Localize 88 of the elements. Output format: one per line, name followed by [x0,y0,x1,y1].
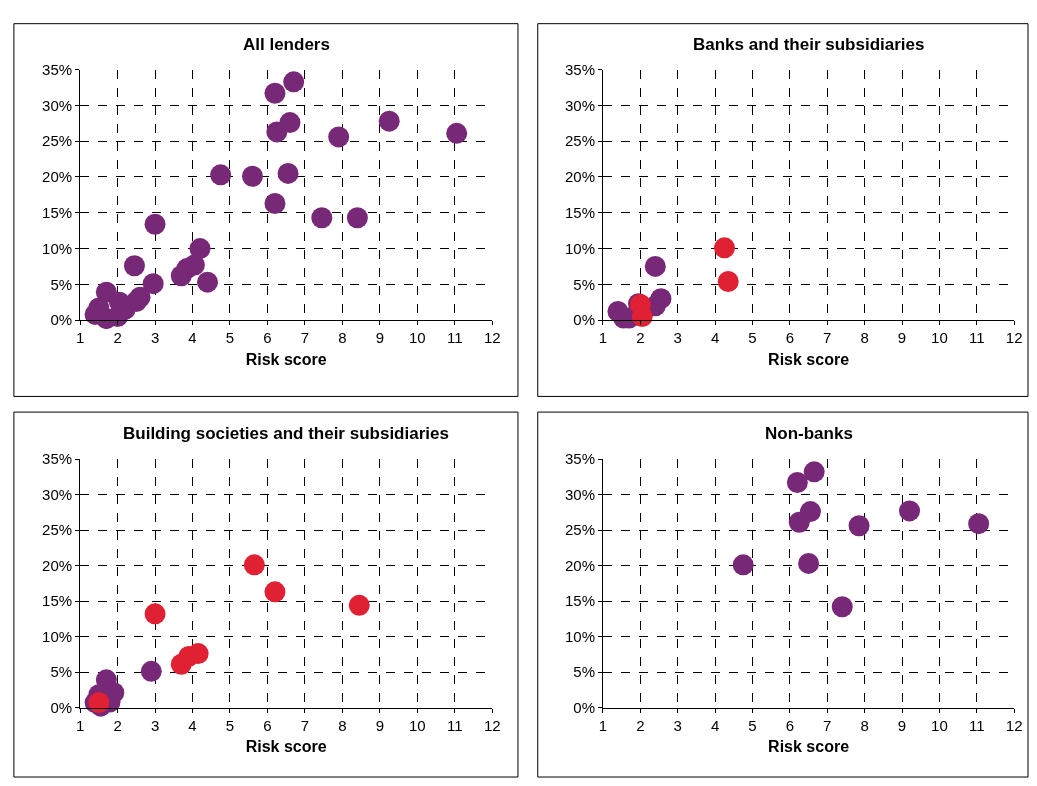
x-tick-label: 3 [673,329,682,347]
y-tick-label: 15% [564,204,595,222]
x-tick-label: 1 [598,716,608,734]
x-tick-label: 4 [188,329,197,347]
x-tick-label: 1 [598,329,608,347]
x-tick-label: 5 [225,716,235,734]
y-tick-label: 15% [42,592,73,610]
x-tick-label: 6 [785,716,795,734]
y-tick-label: 25% [564,521,595,539]
x-tick-label: 8 [860,716,869,734]
x-tick-label: 9 [375,716,385,734]
x-tick-label: 7 [823,329,832,347]
y-tick-label: 20% [42,168,73,186]
y-tick-label: 10% [564,627,595,645]
x-tick-label: 3 [673,716,682,734]
x-tick-label: 12 [483,716,501,734]
y-tick-label: 5% [573,663,595,681]
y-tick-label: 0% [50,311,73,329]
y-tick-label: 30% [564,96,595,114]
y-tick-label: 30% [42,96,73,114]
x-tick-label: 5 [225,329,235,347]
x-tick-label: 8 [338,329,347,347]
x-tick-label: 10 [931,716,948,734]
chart-title: Banks and their subsidiaries [693,35,925,54]
x-tick-label: 11 [969,329,985,347]
chart-title: All lenders [243,35,330,54]
x-tick-label: 8 [860,329,869,347]
y-tick-label: 15% [564,592,595,610]
y-tick-label: 0% [573,311,595,329]
x-tick-label: 4 [188,716,197,734]
y-tick-label: 0% [50,698,73,716]
x-tick-label: 7 [300,716,310,734]
y-tick-label: 20% [564,556,595,574]
x-tick-label: 6 [263,716,272,734]
x-tick-label: 7 [823,716,832,734]
x-tick-label: 6 [263,329,272,347]
x-tick-label: 4 [710,329,720,347]
y-tick-label: 10% [42,239,73,257]
x-tick-label: 12 [483,329,501,347]
x-axis-title: Risk score [245,738,327,756]
y-tick-label: 30% [564,485,595,503]
x-tick-label: 2 [636,716,645,734]
x-tick-label: 10 [409,329,426,347]
y-tick-label: 10% [42,627,73,645]
x-tick-label: 3 [150,329,160,347]
x-tick-label: 6 [785,329,795,347]
y-tick-label: 20% [42,556,73,574]
chart-title: Building societies and their subsidiaries [123,424,449,443]
y-tick-label: 35% [564,450,595,468]
y-tick-label: 25% [42,521,73,539]
x-tick-label: 10 [409,716,426,734]
x-tick-label: 11 [447,329,463,347]
x-tick-label: 10 [931,329,948,347]
y-tick-label: 35% [42,60,73,78]
y-tick-label: 10% [564,239,595,257]
x-tick-label: 11 [969,716,985,734]
x-tick-label: 9 [897,329,907,347]
y-tick-label: 35% [42,450,73,468]
y-tick-label: 0% [573,698,595,716]
x-tick-label: 9 [375,329,385,347]
x-tick-label: 4 [710,716,720,734]
x-tick-label: 12 [1005,716,1023,734]
y-tick-label: 30% [42,485,73,503]
x-tick-label: 3 [150,716,160,734]
x-axis-title: Risk score [768,350,850,368]
y-tick-label: 20% [564,168,595,186]
y-tick-label: 5% [50,663,73,681]
x-tick-label: 8 [338,716,347,734]
x-tick-label: 9 [897,716,907,734]
y-tick-label: 5% [573,275,595,293]
x-tick-label: 7 [300,329,310,347]
x-tick-label: 2 [113,329,122,347]
y-tick-label: 25% [42,132,73,150]
x-tick-label: 1 [75,329,85,347]
x-tick-label: 2 [636,329,645,347]
x-tick-label: 11 [447,716,463,734]
y-tick-label: 35% [564,60,595,78]
chart-title: Non-banks [765,424,853,443]
y-tick-label: 5% [50,275,73,293]
x-tick-label: 2 [113,716,122,734]
x-tick-label: 5 [748,716,757,734]
x-axis-title: Risk score [768,738,850,756]
y-tick-label: 15% [42,204,73,222]
x-tick-label: 12 [1005,329,1023,347]
y-tick-label: 25% [564,132,595,150]
x-tick-label: 5 [748,329,757,347]
x-tick-label: 1 [75,716,85,734]
x-axis-title: Risk score [245,350,327,368]
